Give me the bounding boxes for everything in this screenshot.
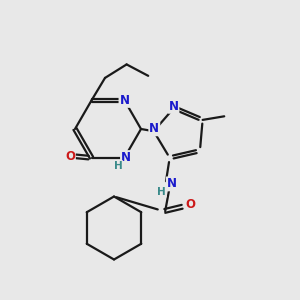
Text: H: H [113,161,122,171]
Text: N: N [121,151,131,164]
Text: H: H [157,187,166,197]
Text: O: O [65,150,75,163]
Text: N: N [119,94,130,107]
Text: O: O [186,198,196,211]
Text: N: N [167,177,177,190]
Text: N: N [169,100,178,113]
Text: N: N [149,122,159,135]
